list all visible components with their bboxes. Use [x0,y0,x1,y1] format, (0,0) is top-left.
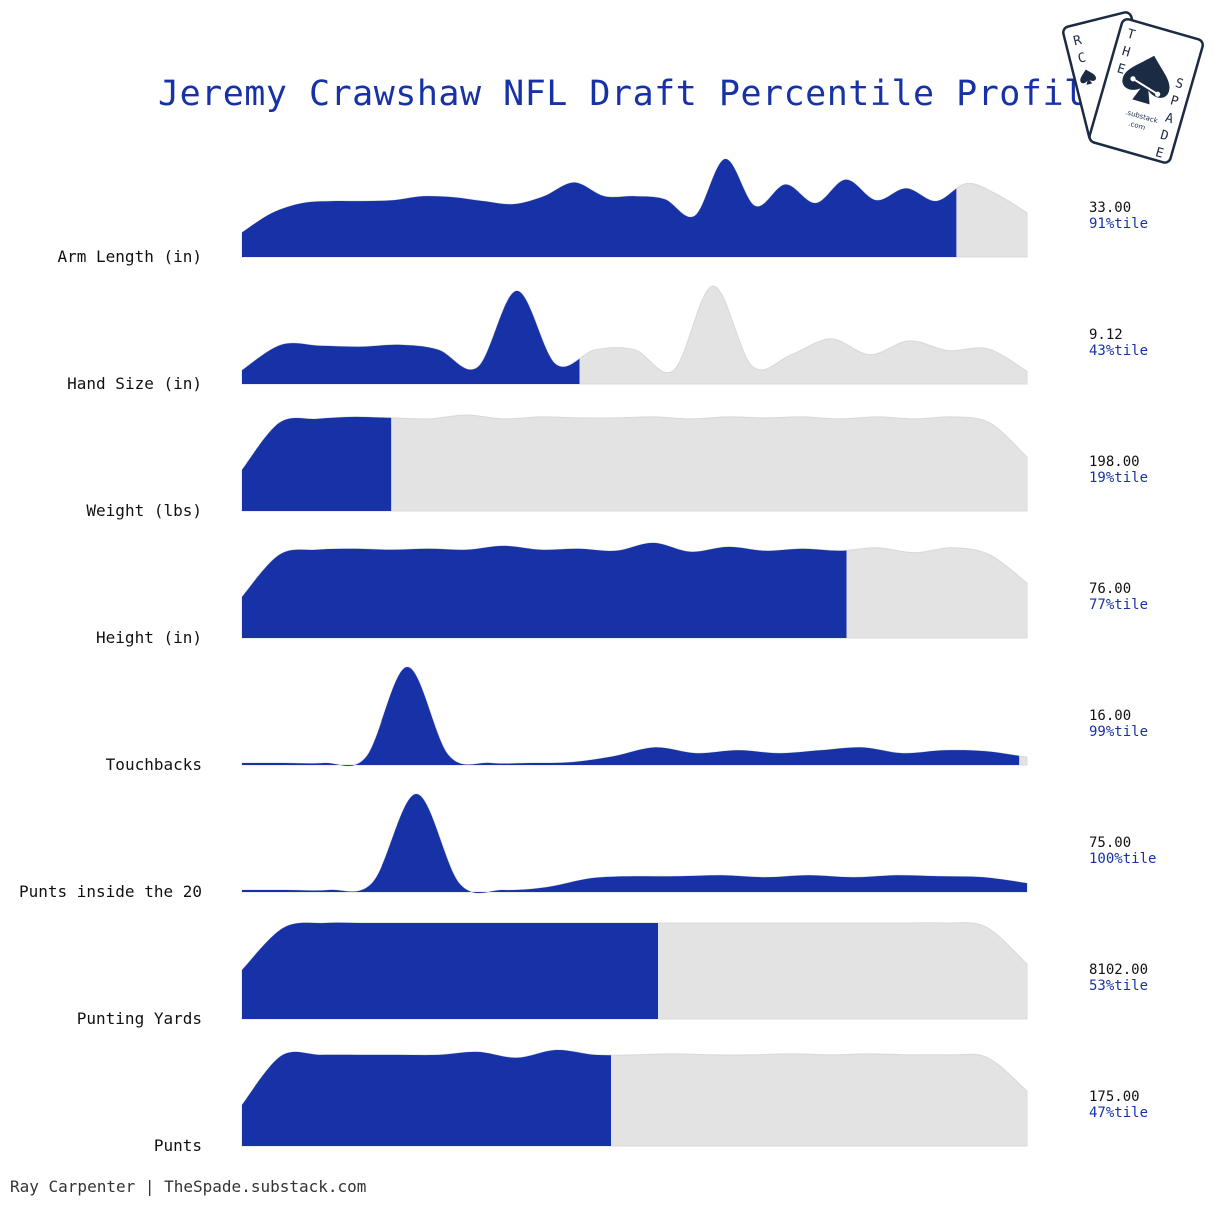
ridge-4-percentile: 99%tile [1089,724,1148,740]
ridge-7-percentile: 47%tile [1089,1105,1148,1121]
ridge-6-label: Punting Yards [77,1009,202,1028]
ridge-1-label: Hand Size (in) [67,374,202,393]
ridge-6-value: 8102.00 [1089,962,1148,978]
ridge-6-percentile-fill [242,922,659,1019]
spade-line [1132,77,1159,96]
ridge-0-percentile: 91%tile [1089,216,1148,232]
small-spade-icon [1080,69,1097,85]
ridge-4-percentile-fill [242,666,1020,766]
front-card-letter-h: H [1120,44,1132,61]
ridge-3-percentile-fill [242,542,847,638]
front-card-letter-e2: E [1154,145,1166,162]
ridge-5-label: Punts inside the 20 [19,882,202,901]
spade-dot-left [1130,76,1136,82]
ridge-0-percentile-fill [242,158,957,257]
front-card-letter-d: D [1158,128,1170,145]
ridge-2-percentile-fill [242,416,392,511]
ridge-0-value: 33.00 [1089,200,1131,216]
front-card-letter-a: A [1163,111,1175,128]
front-card-letter-t: T [1125,27,1137,44]
the-spade-logo: R C T H E S P A D E .substack .com [1062,11,1204,164]
ridge-1-percentile: 43%tile [1089,343,1148,359]
ridge-7-label: Punts [154,1136,202,1155]
ridge-5-value: 75.00 [1089,835,1131,851]
ridge-7-value: 175.00 [1089,1089,1140,1105]
ridge-4-value: 16.00 [1089,708,1131,724]
ridge-5-percentile-fill [242,793,1027,894]
ridge-1-value: 9.12 [1089,327,1123,343]
front-card-letter-p: P [1168,93,1180,110]
ridge-0-label: Arm Length (in) [58,247,203,266]
ridge-2-value: 198.00 [1089,454,1140,470]
back-card-letter-2: C [1076,50,1087,66]
ridge-3-label: Height (in) [96,628,202,647]
ridge-1-percentile-fill [242,290,580,384]
ridge-2-label: Weight (lbs) [86,501,202,520]
ridge-5-percentile: 100%tile [1089,851,1156,867]
ridge-3-value: 76.00 [1089,581,1131,597]
ridge-3-percentile: 77%tile [1089,597,1148,613]
spade-dot-right [1155,91,1161,97]
front-card-letter-e: E [1115,61,1127,78]
ridge-6-percentile: 53%tile [1089,978,1148,994]
chart-title: Jeremy Crawshaw NFL Draft Percentile Pro… [158,74,1108,114]
ridge-4-label: Touchbacks [106,755,202,774]
front-card-letter-s: S [1173,76,1185,93]
credit-line: Ray Carpenter | TheSpade.substack.com [10,1177,367,1196]
back-card-letter-1: R [1072,33,1083,49]
ridge-7-percentile-fill [242,1049,611,1146]
ridge-2-percentile: 19%tile [1089,470,1148,486]
